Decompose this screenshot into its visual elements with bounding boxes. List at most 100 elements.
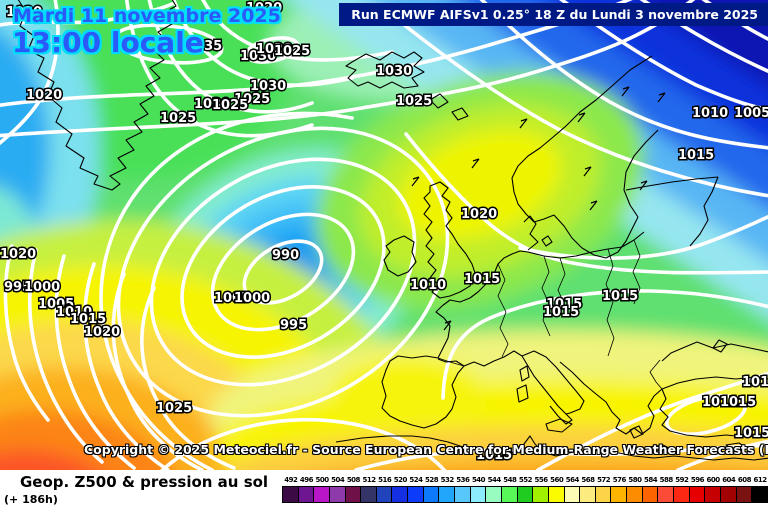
pressure-label: 1030: [194, 97, 230, 112]
pressure-label: 1005: [734, 106, 768, 121]
pressure-label: 1020: [84, 325, 120, 340]
legend-value: 604: [722, 476, 736, 484]
pressure-label: 1025: [396, 94, 432, 109]
map-title: Geop. Z500 & pression au sol: [20, 473, 269, 491]
pressure-label: 1020: [461, 207, 497, 222]
legend-cell: [610, 486, 628, 503]
legend-cell: [532, 486, 549, 503]
legend-value: 536: [456, 476, 470, 484]
pressure-label: 1000: [24, 280, 60, 295]
legend-cell: [469, 486, 487, 503]
pressure-label: 1035: [186, 39, 222, 54]
legend-value: 584: [643, 476, 658, 484]
pressure-label: 1020: [6, 5, 42, 20]
pressure-label: 995: [280, 318, 307, 333]
legend-value: 560: [550, 476, 564, 484]
pressure-label: 1005: [214, 291, 250, 306]
pressure-label: 1011: [702, 395, 738, 410]
legend-value: 496: [299, 476, 314, 484]
legend-cell: [375, 486, 393, 503]
legend-cell: [594, 486, 612, 503]
legend-values-row: 492 496 500 504 508 512 516 520 524 528 532 536 540 5…: [283, 476, 768, 485]
map-area: 1020 1020 1035 1030 1020 1025 1030 1025 1030 1025…: [0, 0, 768, 470]
pressure-label: 995: [4, 280, 31, 295]
legend-value: 572: [597, 476, 611, 484]
legend-cell: [360, 486, 377, 503]
legend-value: 516: [378, 476, 392, 484]
forecast-hour: (+ 186h): [4, 493, 58, 506]
legend-cell: [485, 486, 502, 503]
legend-value: 528: [425, 476, 439, 484]
legend-cell: [579, 486, 596, 503]
legend-cell: [704, 486, 721, 503]
legend-value: 612: [753, 476, 767, 484]
legend-cell: [344, 486, 362, 503]
pressure-label: 1015: [70, 312, 106, 327]
pressure-label: 1015: [476, 448, 512, 463]
legend-value: 492: [284, 476, 298, 484]
pressure-label: 1030: [376, 64, 412, 79]
pressure-label: 990: [272, 248, 299, 263]
legend-value: 552: [518, 476, 533, 484]
pressure-label: 1030: [240, 49, 276, 64]
legend-value: 508: [346, 476, 361, 484]
pressure-label: 1020: [0, 247, 36, 262]
pressure-label: 1020: [26, 88, 62, 103]
legend-value: 588: [659, 476, 674, 484]
legend-cell: [313, 486, 330, 503]
legend-value: 512: [362, 476, 376, 484]
legend-value: 576: [612, 476, 627, 484]
legend-cell: [547, 486, 565, 503]
legend-cell: [563, 486, 581, 503]
legend-value: 524: [409, 476, 423, 484]
wind-barb-icon: [411, 86, 666, 331]
legend-cell: [688, 486, 706, 503]
legend-value: 556: [534, 476, 549, 484]
legend-value: 592: [675, 476, 689, 484]
pressure-label: 1015: [720, 395, 756, 410]
legend-value: 544: [487, 476, 502, 484]
legend-value: 504: [331, 476, 345, 484]
pressure-label: 1015: [464, 272, 500, 287]
legend-cell: [438, 486, 456, 503]
legend-cell: [328, 486, 346, 503]
pressure-label: 1010: [56, 305, 92, 320]
pressure-label: 1005: [38, 297, 74, 312]
legend-cell: [422, 486, 440, 503]
pressure-label: 1025: [212, 98, 248, 113]
legend-cell: [407, 486, 424, 503]
legend-cell: [735, 486, 753, 503]
color-scale-legend: 492 496 500 504 508 512 516 520 524 528 532 536 540 5…: [282, 476, 768, 503]
pressure-label: 1025: [160, 111, 196, 126]
legend-value: 548: [503, 476, 517, 484]
pressure-label: 1015: [543, 305, 579, 320]
run-info-box: Run ECMWF AIFSv1 0.25° 18 Z du Lundi 3 n…: [339, 3, 768, 26]
legend-value: 564: [565, 476, 580, 484]
pressure-label: 1000: [234, 291, 270, 306]
date-label: Mardi 11 novembre 2025: [13, 5, 281, 27]
pressure-label: 1025: [234, 92, 270, 107]
legend-cell: [657, 486, 675, 503]
pressure-label: 1015: [742, 375, 768, 390]
pressure-label: 1030: [250, 79, 286, 94]
pressure-label: 1015: [734, 426, 768, 441]
coastlines: [17, 0, 768, 461]
legend-value: 540: [471, 476, 486, 484]
legend-value: 568: [581, 476, 595, 484]
legend-cell: [454, 486, 471, 503]
legend-cell: [641, 486, 659, 503]
legend-cell: [282, 486, 299, 503]
legend-cell: [391, 486, 409, 503]
copyright-text: Copyright © 2025 Meteociel.fr - Source E…: [84, 442, 768, 457]
pressure-label: 1015: [546, 297, 582, 312]
legend-cell: [626, 486, 643, 503]
legend-cell: [297, 486, 315, 503]
pressure-label: 1025: [274, 44, 310, 59]
pressure-label: 1020: [246, 1, 282, 16]
country-borders: [437, 239, 663, 390]
pressure-label: 1015: [678, 148, 714, 163]
map-svg: 1020 102010351030102010251030102510301025…: [0, 0, 768, 470]
legend-value: 580: [628, 476, 642, 484]
pressure-label: 1020: [256, 42, 292, 57]
